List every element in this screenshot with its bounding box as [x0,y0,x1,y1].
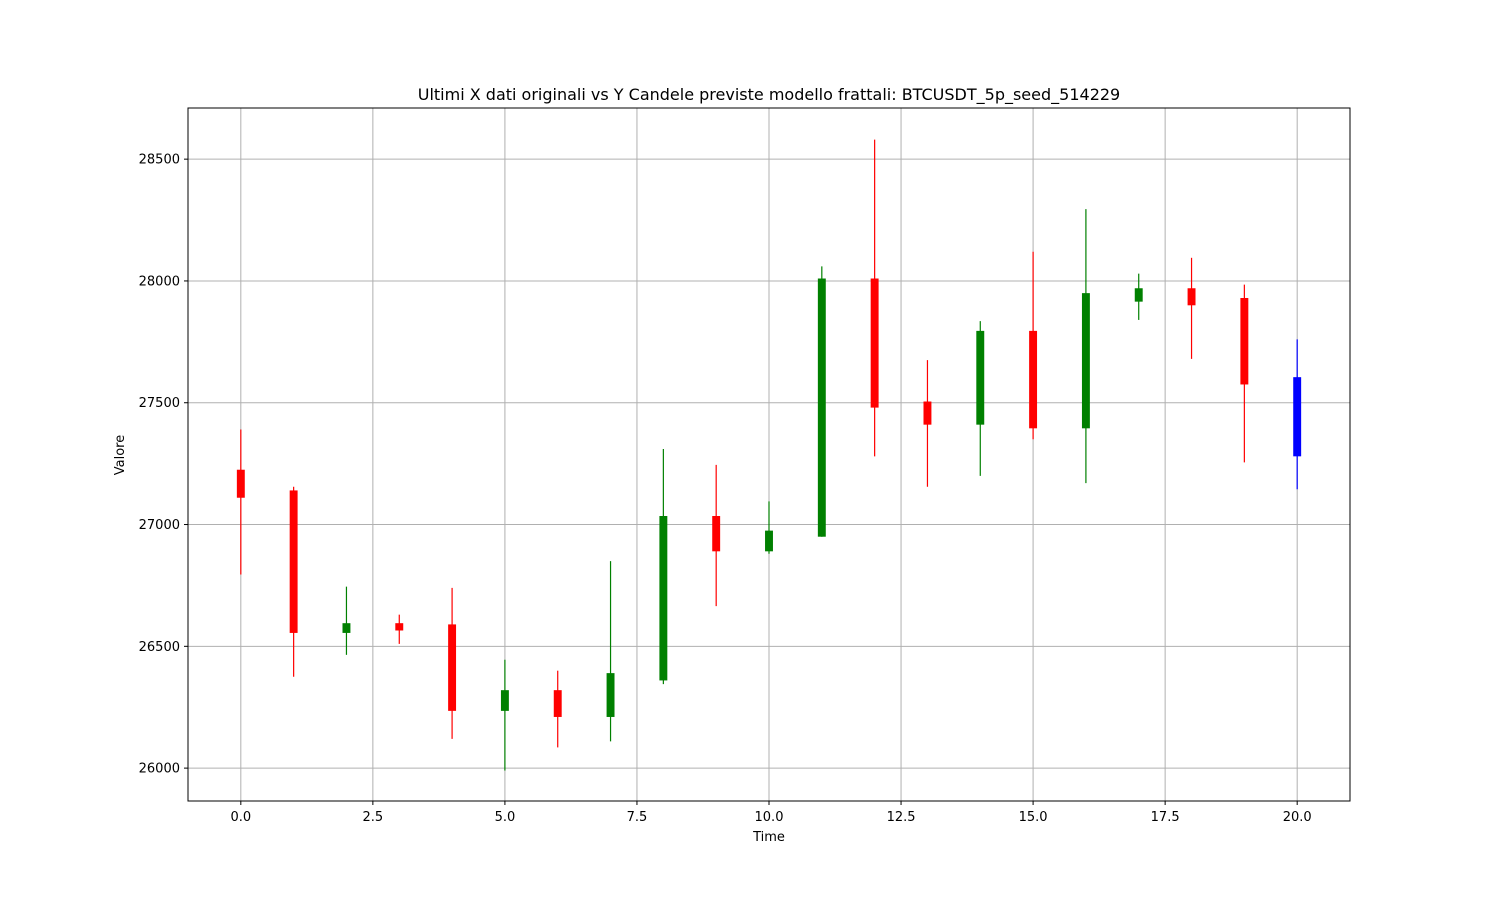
candle-body [395,623,404,631]
y-tick-label: 28000 [139,274,180,289]
candle-body [448,624,457,711]
candle-body [1134,288,1143,302]
candle-body [342,623,351,633]
x-axis-label: Time [752,830,785,845]
candle-body [1029,330,1038,429]
y-tick-label: 27500 [139,396,180,411]
candle-body [765,530,773,552]
x-tick-label: 2.5 [363,810,384,825]
candle-body [606,673,615,717]
candle-body [817,278,826,537]
x-tick-label: 5.0 [495,810,516,825]
y-tick-label: 27000 [139,518,180,533]
candle-body [923,401,932,425]
chart-title: Ultimi X dati originali vs Y Candele pre… [418,85,1120,105]
candle-body [870,278,879,408]
candle-body [1081,293,1090,429]
candle-body [659,516,668,681]
candle-body [500,690,509,711]
candle-body [976,330,985,425]
x-tick-label: 0.0 [230,810,251,825]
axis-ticks: 0.0 2.5 5.0 7.5 10.0 12.5 15.0 17.5 20.0 26000 265… [139,153,1312,825]
candle-body [1187,288,1196,306]
candle-body [289,490,298,633]
x-tick-label: 12.5 [887,810,916,825]
candles [236,139,1302,771]
candle-body [712,516,721,552]
x-tick-label: 10.0 [755,810,784,825]
y-axis-label: Valore [113,435,128,475]
grid-lines [188,108,1350,801]
y-tick-label: 28500 [139,153,180,168]
candle-body [236,469,245,498]
y-tick-label: 26500 [139,640,180,655]
y-tick-label: 26000 [139,762,180,777]
x-tick-label: 17.5 [1151,810,1180,825]
candle-body [1240,297,1249,385]
x-tick-label: 15.0 [1019,810,1048,825]
x-tick-label: 20.0 [1283,810,1312,825]
candle-body [553,690,562,717]
candle-body [1293,377,1302,457]
x-tick-label: 7.5 [627,810,648,825]
